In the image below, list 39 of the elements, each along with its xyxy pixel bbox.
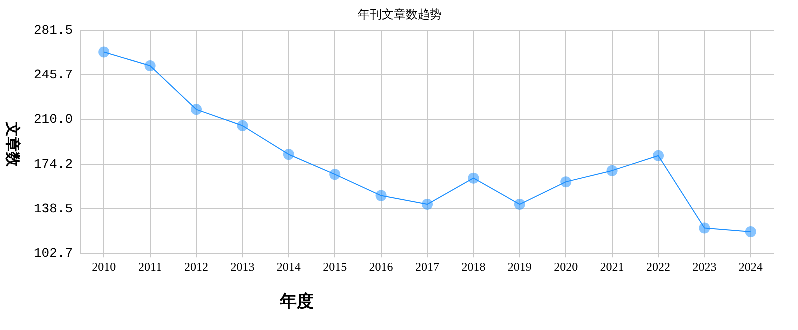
point xyxy=(330,169,341,180)
x-tick-label: 2017 xyxy=(416,260,440,274)
x-axis-title: 年度 xyxy=(280,291,314,313)
x-tick-label: 2021 xyxy=(600,260,624,274)
x-tick-label: 2020 xyxy=(554,260,578,274)
point xyxy=(98,46,110,58)
x-tick-label: 2018 xyxy=(462,260,486,274)
x-tick-label: 2015 xyxy=(323,260,348,274)
y-axis-title: 文章数 xyxy=(3,122,22,167)
x-tick-label: 2013 xyxy=(230,260,255,274)
point xyxy=(283,149,294,160)
y-tick-label: 210.0 xyxy=(34,112,74,128)
point xyxy=(745,226,756,238)
point xyxy=(514,199,526,210)
x-tick-label: 2022 xyxy=(646,260,670,274)
x-tick-label: 2012 xyxy=(184,260,209,274)
point xyxy=(237,120,248,132)
point xyxy=(560,176,572,188)
point xyxy=(191,104,202,116)
y-tick-label: 245.7 xyxy=(34,68,74,83)
point xyxy=(653,150,664,162)
x-tick-label: 2024 xyxy=(738,260,763,274)
y-tick-label: 281.5 xyxy=(34,22,74,38)
y-tick-label: 102.7 xyxy=(34,246,74,262)
x-tick-label: 2011 xyxy=(138,260,162,274)
point xyxy=(699,222,710,234)
x-tick-label: 2023 xyxy=(692,260,717,274)
x-tick-label: 2014 xyxy=(276,260,301,274)
point xyxy=(422,199,434,210)
y-tick-label: 174.2 xyxy=(34,156,74,172)
point xyxy=(376,190,387,202)
point xyxy=(606,165,618,176)
y-tick-label: 138.5 xyxy=(34,201,74,216)
x-tick-label: 2016 xyxy=(369,260,394,274)
point xyxy=(144,60,156,72)
x-tick-label: 2010 xyxy=(92,260,116,274)
x-tick-label: 2019 xyxy=(508,260,532,274)
chart-title: 年刊文章数趋势 xyxy=(358,7,442,22)
point xyxy=(468,172,480,184)
